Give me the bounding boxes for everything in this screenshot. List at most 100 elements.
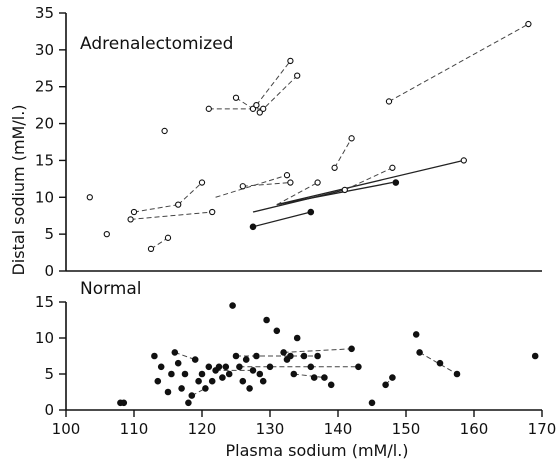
adrenalectomized-point-7 [175,201,182,208]
normal-point-9 [178,385,185,392]
normal-point-57 [531,352,539,360]
normal-point-32 [256,370,264,378]
normal-y-tick-label-3: 15 [35,293,54,311]
normal-line-5 [174,351,196,361]
normal-point-34 [263,316,270,324]
adrenalectomized-point-8 [198,179,206,186]
normal-point-40 [290,370,298,378]
normal-point-45 [314,352,321,360]
normal-point-56 [453,370,461,378]
adrenalectomized-point-1 [103,230,110,238]
adrenalectomized-point-9 [205,105,212,112]
normal-point-15 [198,370,206,378]
adrenalectomized-line-17 [177,182,203,206]
normal-point-50 [368,399,376,407]
normal-panel: 0 5 10 15 100 110 120 130 140 150 160 170 Normal [35,279,556,438]
adrenalectomized-point-10 [209,208,216,216]
normal-point-43 [307,363,315,371]
normal-point-54 [416,349,423,356]
adrenalectomized-line-9 [242,182,291,187]
normal-point-37 [280,349,287,356]
normal-point-36 [273,327,281,335]
adrenalectomized-point-2 [127,216,134,223]
normal-line-3 [293,373,325,379]
normal-point-31 [253,352,260,360]
normal-point-55 [436,359,444,367]
adrenalectomized-point-31 [392,179,400,186]
adrenalectomized-point-15 [256,109,263,116]
normal-point-27 [239,377,247,385]
normal-point-11 [185,399,192,407]
normal-point-2 [151,352,158,360]
normal-point-35 [266,363,274,371]
normal-point-51 [382,381,389,389]
normal-point-29 [246,385,253,392]
adrenalectomized-line-0 [276,159,464,206]
normal-point-18 [208,377,216,385]
normal-point-6 [168,370,175,378]
adrenalectomized-line-7 [256,60,291,106]
x-tick-label-7: 170 [528,420,557,438]
adrenalectomized-point-20 [287,179,294,186]
adrenalectomized-panel: 0 5 10 15 20 25 30 35 Adrenalectomized [35,4,542,280]
adrenalectomized-point-25 [385,98,393,105]
normal-point-7 [171,349,179,356]
adrenalectomized-y-tick-label-4: 20 [35,115,54,133]
adrenalectomized-point-3 [130,208,138,216]
normal-point-23 [225,370,233,378]
normal-point-42 [300,352,308,360]
adrenalectomized-y-tick-label-5: 25 [35,78,54,96]
adrenalectomized-point-24 [348,135,355,142]
adrenalectomized-point-6 [164,234,172,241]
normal-point-12 [188,392,196,399]
adrenalectomized-data-points [86,20,532,253]
normal-y-tick-label-0: 0 [44,401,54,419]
adrenalectomized-point-13 [249,105,257,112]
adrenalectomized-point-30 [307,208,315,216]
normal-point-14 [195,377,202,385]
normal-point-4 [157,363,165,371]
normal-point-33 [259,377,267,385]
adrenalectomized-point-29 [249,223,257,231]
adrenalectomized-point-4 [147,245,155,253]
normal-panel-title: Normal [80,279,142,299]
normal-line-2 [283,348,352,353]
adrenalectomized-point-19 [294,72,301,79]
normal-point-49 [355,363,362,371]
adrenalectomized-point-18 [287,57,294,65]
adrenalectomized-point-17 [283,172,291,179]
normal-point-5 [164,388,172,396]
x-tick-label-5: 150 [392,420,421,438]
normal-point-3 [154,377,162,385]
normal-point-30 [249,367,257,374]
adrenalectomized-line-8 [259,75,298,113]
normal-point-13 [191,356,199,363]
normal-point-41 [293,334,301,342]
adrenalectomized-point-11 [232,94,240,101]
adrenalectomized-y-tick-label-6: 30 [35,41,54,59]
adrenalectomized-point-27 [460,157,467,164]
normal-point-47 [327,381,335,389]
adrenalectomized-line-14 [133,204,179,213]
adrenalectomized-y-tick-label-1: 5 [44,225,54,243]
normal-axes: 0 5 10 15 100 110 120 130 140 150 160 170 [35,293,556,438]
adrenalectomized-line-10 [215,174,288,198]
adrenalectomized-y-tick-label-3: 15 [35,151,54,169]
normal-point-16 [202,385,209,392]
adrenalectomized-point-16 [260,105,267,112]
adrenalectomized-y-tick-label-0: 0 [44,262,54,280]
normal-point-52 [389,374,396,381]
adrenalectomized-point-14 [253,101,260,109]
adrenalectomized-point-22 [331,164,338,171]
normal-line-8 [419,351,458,375]
x-tick-label-0: 100 [52,420,81,438]
normal-point-46 [321,374,328,381]
adrenalectomized-y-tick-label-2: 10 [35,188,54,206]
adrenalectomized-connecting-lines [130,23,529,250]
normal-point-39 [287,352,294,360]
x-tick-label-1: 110 [120,420,149,438]
x-tick-label-6: 160 [460,420,489,438]
adrenalectomized-line-11 [334,138,353,169]
normal-point-53 [412,331,420,338]
